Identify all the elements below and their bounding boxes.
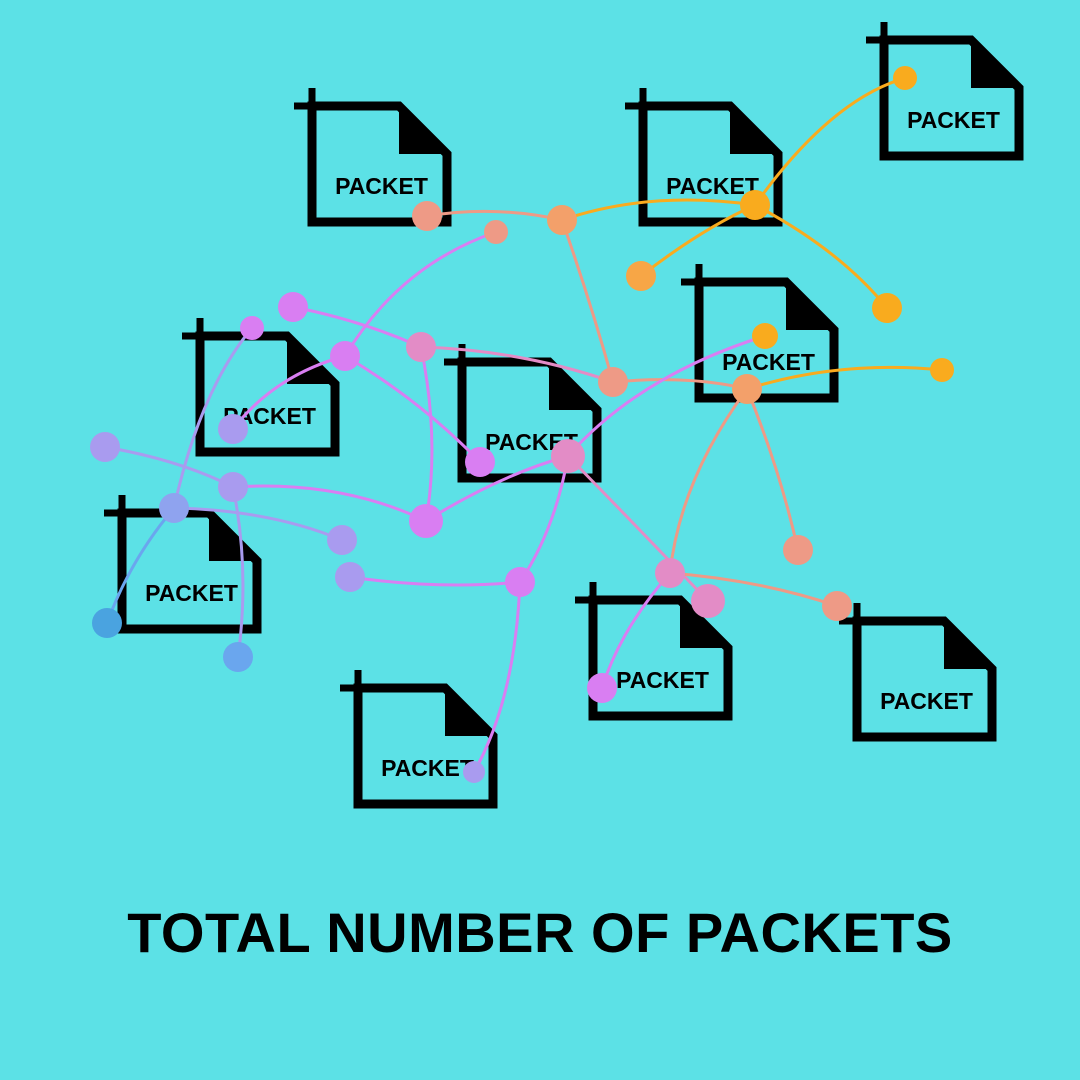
network-node <box>335 562 365 592</box>
packet-icon: PACKET <box>340 670 498 809</box>
connection-line <box>753 76 906 206</box>
network-node <box>159 493 189 523</box>
packet-label: PACKET <box>907 107 1000 133</box>
network-node <box>655 558 685 588</box>
network-node <box>330 341 360 371</box>
connection-line <box>566 334 766 457</box>
connection-line <box>745 388 800 551</box>
network-node <box>587 673 617 703</box>
connection-line <box>669 571 838 608</box>
connection-line <box>232 484 427 523</box>
connection-line <box>746 365 943 391</box>
connection-line <box>344 354 482 464</box>
packet-icon: PACKET <box>839 603 997 742</box>
network-node <box>223 642 253 672</box>
network-node <box>783 535 813 565</box>
network-node <box>740 190 770 220</box>
connection-line <box>612 378 748 391</box>
connection-line <box>754 203 889 309</box>
connection-line <box>426 209 563 222</box>
packet-label: PACKET <box>880 688 973 714</box>
connection-line <box>173 506 343 542</box>
network-node <box>732 374 762 404</box>
network-node <box>598 367 628 397</box>
packet-icon: PACKET <box>866 22 1024 161</box>
connection-line <box>472 581 522 773</box>
network-node <box>90 432 120 462</box>
network-node <box>218 414 248 444</box>
network-node <box>327 525 357 555</box>
network-node <box>409 504 443 538</box>
connection-line <box>560 219 615 383</box>
connection-line <box>172 327 254 509</box>
network-node <box>463 761 485 783</box>
connection-line <box>419 346 434 522</box>
diagram-caption: TOTAL NUMBER OF PACKETS <box>127 901 953 964</box>
packet-label: PACKET <box>381 755 474 781</box>
connection-line <box>668 388 749 574</box>
packet-icon: PACKET <box>104 495 262 634</box>
packet-label: PACKET <box>145 580 238 606</box>
packet-label: PACKET <box>335 173 428 199</box>
connection-line <box>292 305 422 349</box>
network-node <box>691 584 725 618</box>
network-node <box>218 472 248 502</box>
packet-label: PACKET <box>722 349 815 375</box>
network-node <box>465 447 495 477</box>
network-node <box>92 608 122 638</box>
network-node <box>406 332 436 362</box>
network-node <box>551 439 585 473</box>
network-node <box>484 220 508 244</box>
packet-icon: PACKET <box>625 88 783 227</box>
connection-line <box>420 345 614 384</box>
network-node <box>893 66 917 90</box>
network-node <box>278 292 308 322</box>
packet-icon: PACKET <box>681 264 839 403</box>
connection-line <box>231 354 346 430</box>
packet-label: PACKET <box>666 173 759 199</box>
connection-line <box>349 575 521 587</box>
packet-label: PACKET <box>616 667 709 693</box>
network-node <box>872 293 902 323</box>
network-node <box>930 358 954 382</box>
network-node <box>412 201 442 231</box>
connection-line <box>566 454 710 603</box>
packets-layer: PACKET PACKET PACKET PACKET PACKET PACKET PACK… <box>104 22 1024 809</box>
connection-line <box>343 230 497 357</box>
network-node <box>505 567 535 597</box>
packet-icon: PACKET <box>182 318 340 457</box>
network-node <box>547 205 577 235</box>
connection-line <box>231 486 245 658</box>
nodes-layer <box>90 66 954 783</box>
packet-icon: PACKET <box>294 88 452 227</box>
network-node <box>626 261 656 291</box>
network-node <box>822 591 852 621</box>
network-node <box>240 316 264 340</box>
connection-line <box>425 454 569 523</box>
network-node <box>752 323 778 349</box>
connection-line <box>561 198 756 222</box>
